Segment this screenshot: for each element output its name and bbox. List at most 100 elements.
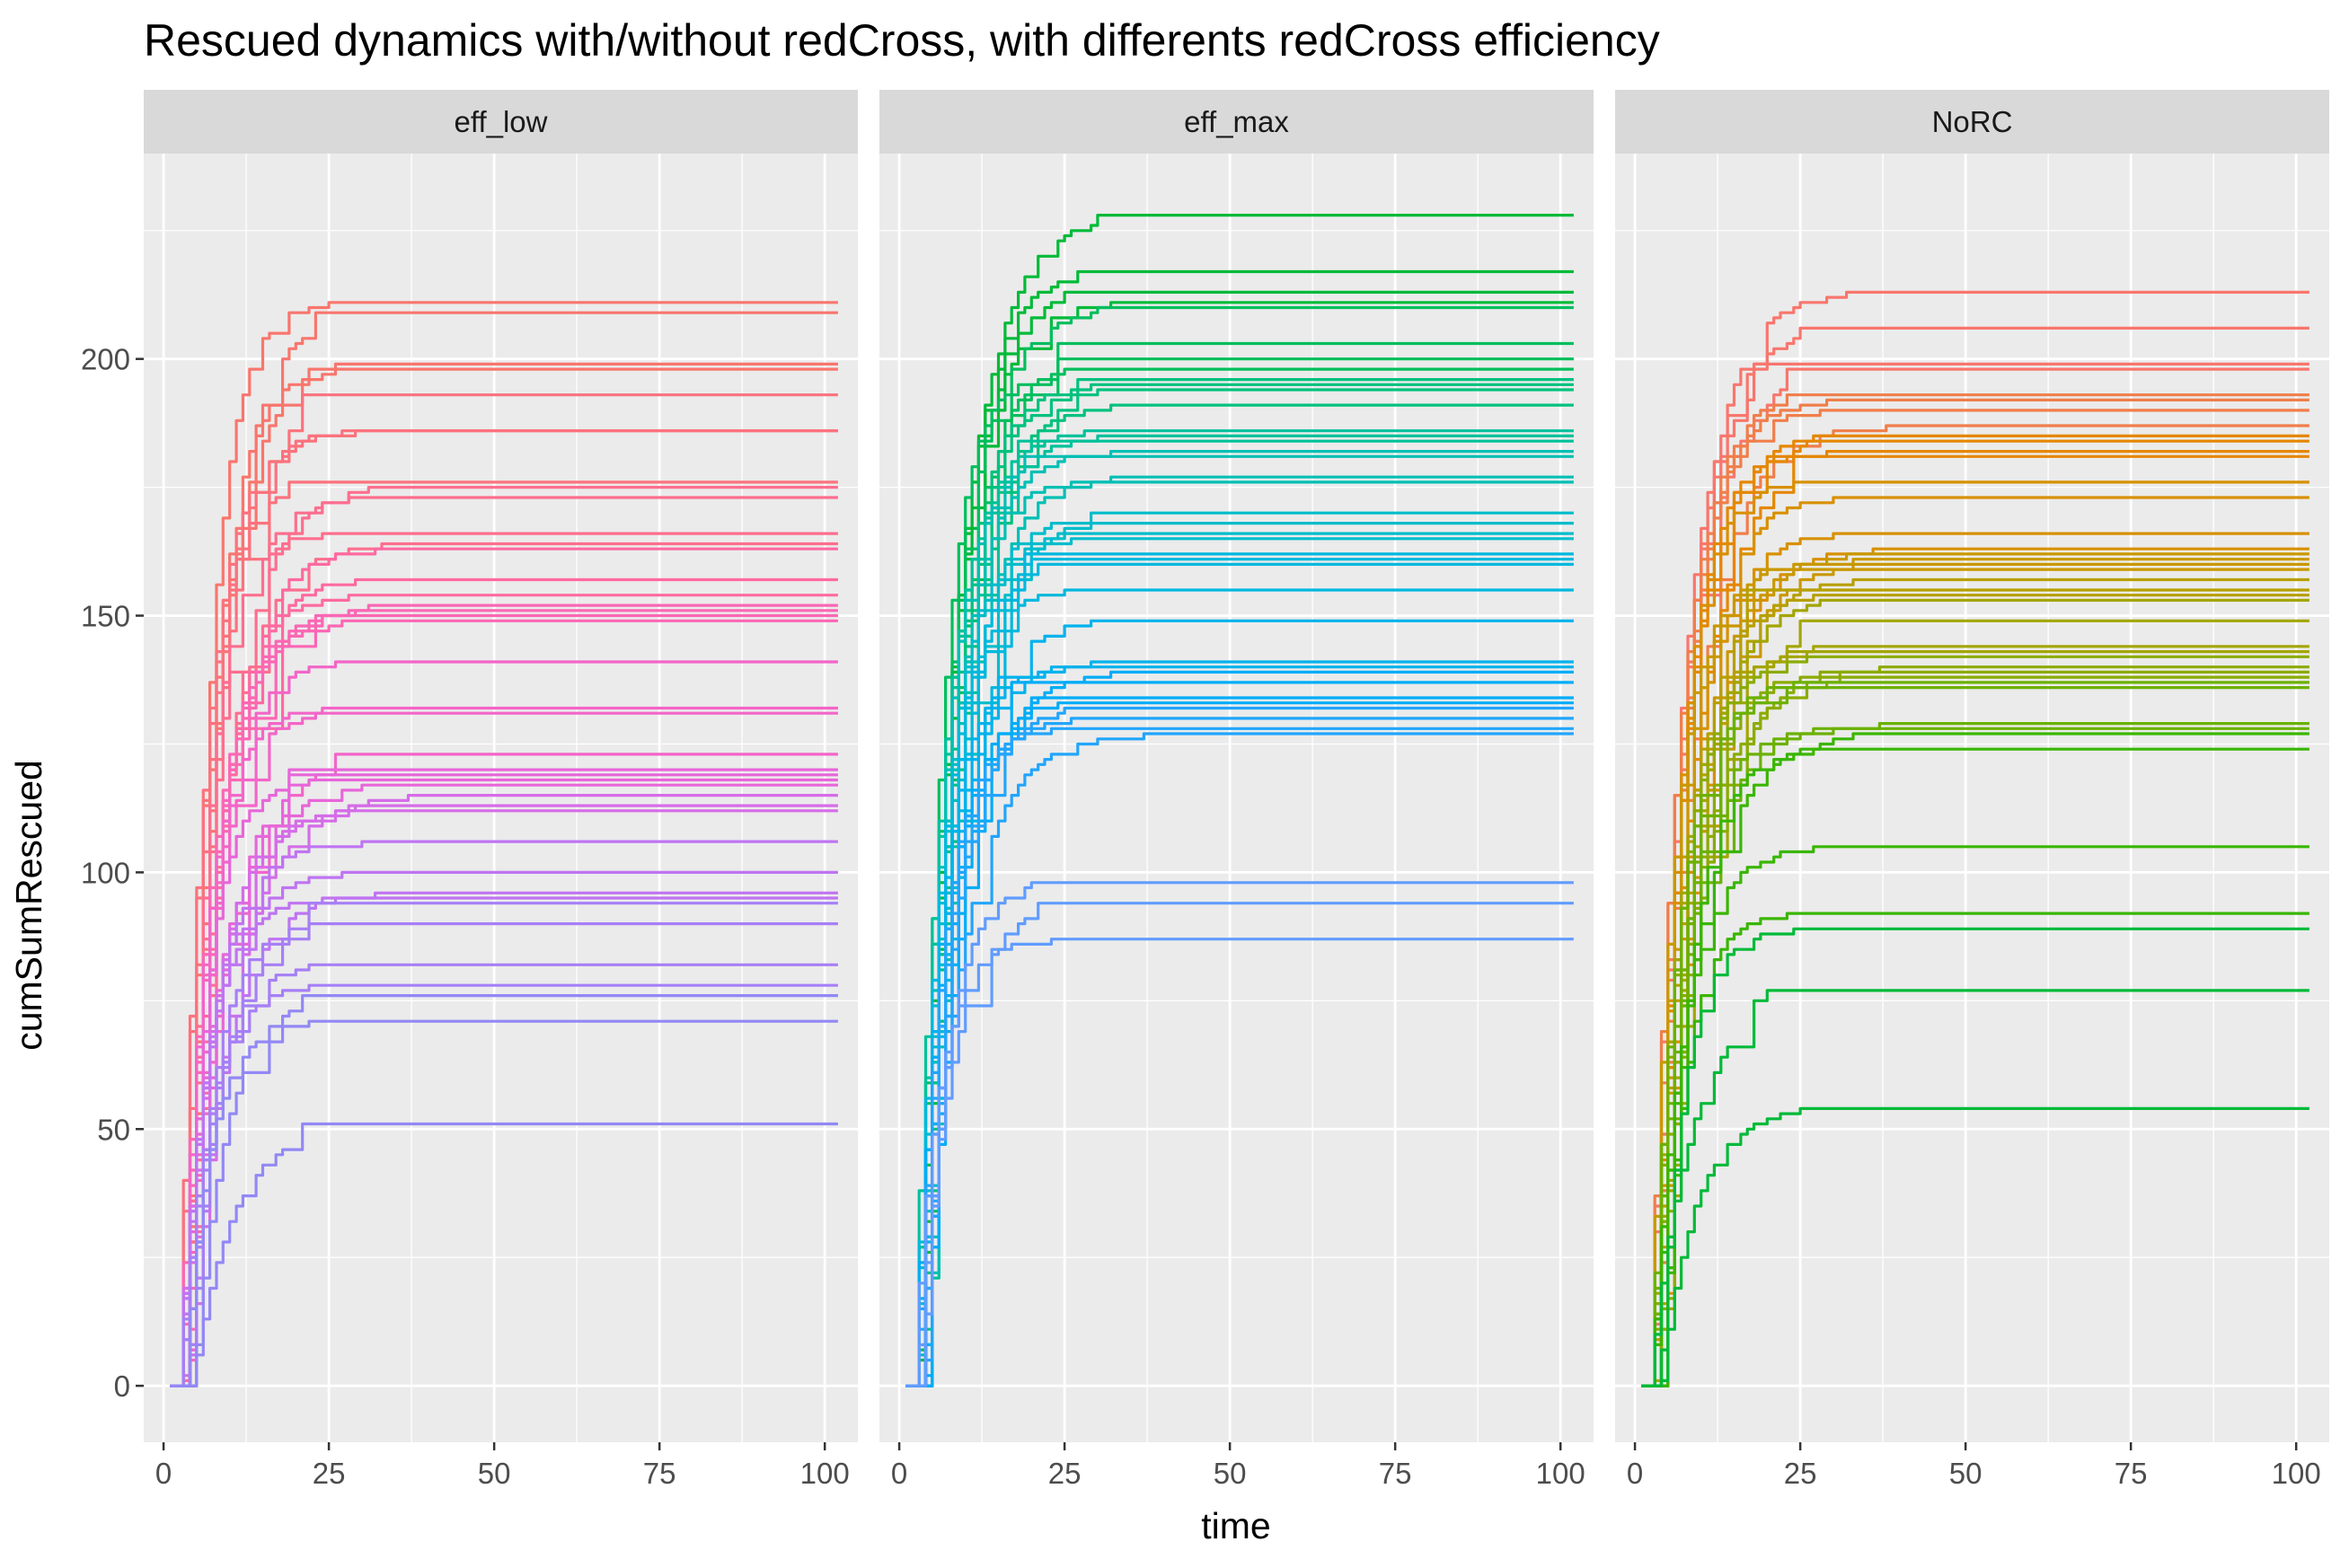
series-line	[170, 619, 838, 1387]
series-line	[1641, 496, 2309, 1387]
x-tick-label: 25	[313, 1457, 346, 1490]
series-line	[905, 341, 1574, 1387]
series-line	[1641, 568, 2309, 1387]
series-group	[170, 301, 838, 1387]
series-line	[170, 393, 838, 1387]
x-tick-label: 25	[1048, 1457, 1082, 1490]
x-tick-label: 0	[1627, 1457, 1643, 1490]
facet-panels: eff_low 0 25 50 75 100 0 50 100 150 200 eff_max 0 25 5…	[81, 90, 2329, 1490]
series-line	[905, 717, 1574, 1387]
series-line	[1641, 645, 2309, 1387]
y-tick-label: 200	[81, 343, 130, 376]
series-line	[1641, 439, 2309, 1387]
series-line	[1641, 409, 2309, 1387]
facet-strip-label: eff_low	[455, 105, 548, 138]
series-line	[170, 660, 838, 1387]
chart-title: Rescued dynamics with/without redCross, …	[144, 15, 1660, 66]
series-line	[170, 542, 838, 1387]
series-line	[1641, 989, 2309, 1387]
series-line	[170, 778, 838, 1387]
series-group	[905, 214, 1574, 1387]
series-line	[170, 870, 838, 1387]
series-line	[1641, 367, 2309, 1387]
x-tick-label: 100	[1536, 1457, 1585, 1490]
series-line	[905, 480, 1574, 1387]
series-line	[170, 891, 838, 1387]
series-line	[905, 727, 1574, 1387]
x-tick-label: 75	[2115, 1457, 2148, 1490]
facet-strip	[879, 90, 1594, 154]
series-line	[1641, 594, 2309, 1387]
series-line	[170, 480, 838, 1387]
series-line	[1641, 454, 2309, 1387]
series-line	[170, 753, 838, 1387]
y-tick-label: 0	[114, 1370, 130, 1403]
series-line	[1641, 552, 2309, 1387]
series-line	[905, 619, 1574, 1387]
series-line	[905, 588, 1574, 1387]
x-tick-label: 75	[1379, 1457, 1412, 1490]
series-line	[170, 429, 838, 1387]
series-line	[905, 522, 1574, 1387]
series-line	[1641, 732, 2309, 1387]
series-line	[170, 963, 838, 1387]
series-group	[1641, 290, 2309, 1387]
series-line	[1641, 480, 2309, 1387]
facet-strip	[1615, 90, 2329, 154]
series-line	[170, 711, 838, 1387]
facet-strip-label: eff_max	[1184, 105, 1289, 138]
series-line	[905, 938, 1574, 1387]
series-line	[170, 922, 838, 1387]
series-line	[170, 706, 838, 1387]
x-tick-label: 0	[155, 1457, 172, 1490]
series-line	[905, 367, 1574, 1387]
series-line	[170, 840, 838, 1387]
y-tick-label: 100	[81, 856, 130, 889]
x-tick-label: 50	[1214, 1457, 1247, 1490]
series-line	[1641, 845, 2309, 1387]
series-line	[905, 881, 1574, 1387]
series-line	[1641, 912, 2309, 1387]
series-line	[1641, 675, 2309, 1387]
series-line	[170, 301, 838, 1387]
series-line	[905, 454, 1574, 1387]
series-line	[1641, 650, 2309, 1387]
series-line	[905, 532, 1574, 1387]
x-tick-label: 0	[891, 1457, 907, 1490]
series-line	[905, 383, 1574, 1387]
series-line	[170, 809, 838, 1387]
x-tick-label: 100	[2272, 1457, 2321, 1490]
y-tick-label: 50	[97, 1113, 130, 1146]
series-line	[905, 732, 1574, 1387]
facet-panel-eff_max: eff_max 0 25 50 75 100	[879, 90, 1594, 1490]
plot-background	[144, 154, 858, 1442]
series-line	[905, 305, 1574, 1387]
series-line	[170, 1019, 838, 1387]
series-line	[905, 439, 1574, 1387]
x-tick-label: 50	[1949, 1457, 1983, 1490]
series-line	[905, 902, 1574, 1387]
series-line	[170, 983, 838, 1387]
series-line	[170, 496, 838, 1387]
series-line	[170, 1122, 838, 1387]
series-line	[905, 665, 1574, 1387]
series-line	[1641, 927, 2309, 1387]
facet-strip-label: NoRC	[1932, 105, 2013, 138]
series-line	[905, 660, 1574, 1387]
series-line	[1641, 655, 2309, 1387]
facet-panel-NoRC: NoRC 0 25 50 75 100	[1615, 90, 2329, 1490]
series-line	[1641, 686, 2309, 1387]
y-tick-label: 150	[81, 600, 130, 633]
series-line	[905, 562, 1574, 1387]
series-line	[1641, 1106, 2309, 1387]
series-line	[170, 532, 838, 1387]
series-line	[905, 696, 1574, 1387]
facet-strip	[144, 90, 858, 154]
facet-panel-eff_low: eff_low 0 25 50 75 100 0 50 100 150 200	[81, 90, 858, 1490]
series-line	[1641, 747, 2309, 1387]
x-tick-label: 25	[1784, 1457, 1817, 1490]
series-line	[170, 773, 838, 1387]
series-line	[1641, 665, 2309, 1387]
series-line	[170, 804, 838, 1387]
x-tick-label: 50	[478, 1457, 511, 1490]
